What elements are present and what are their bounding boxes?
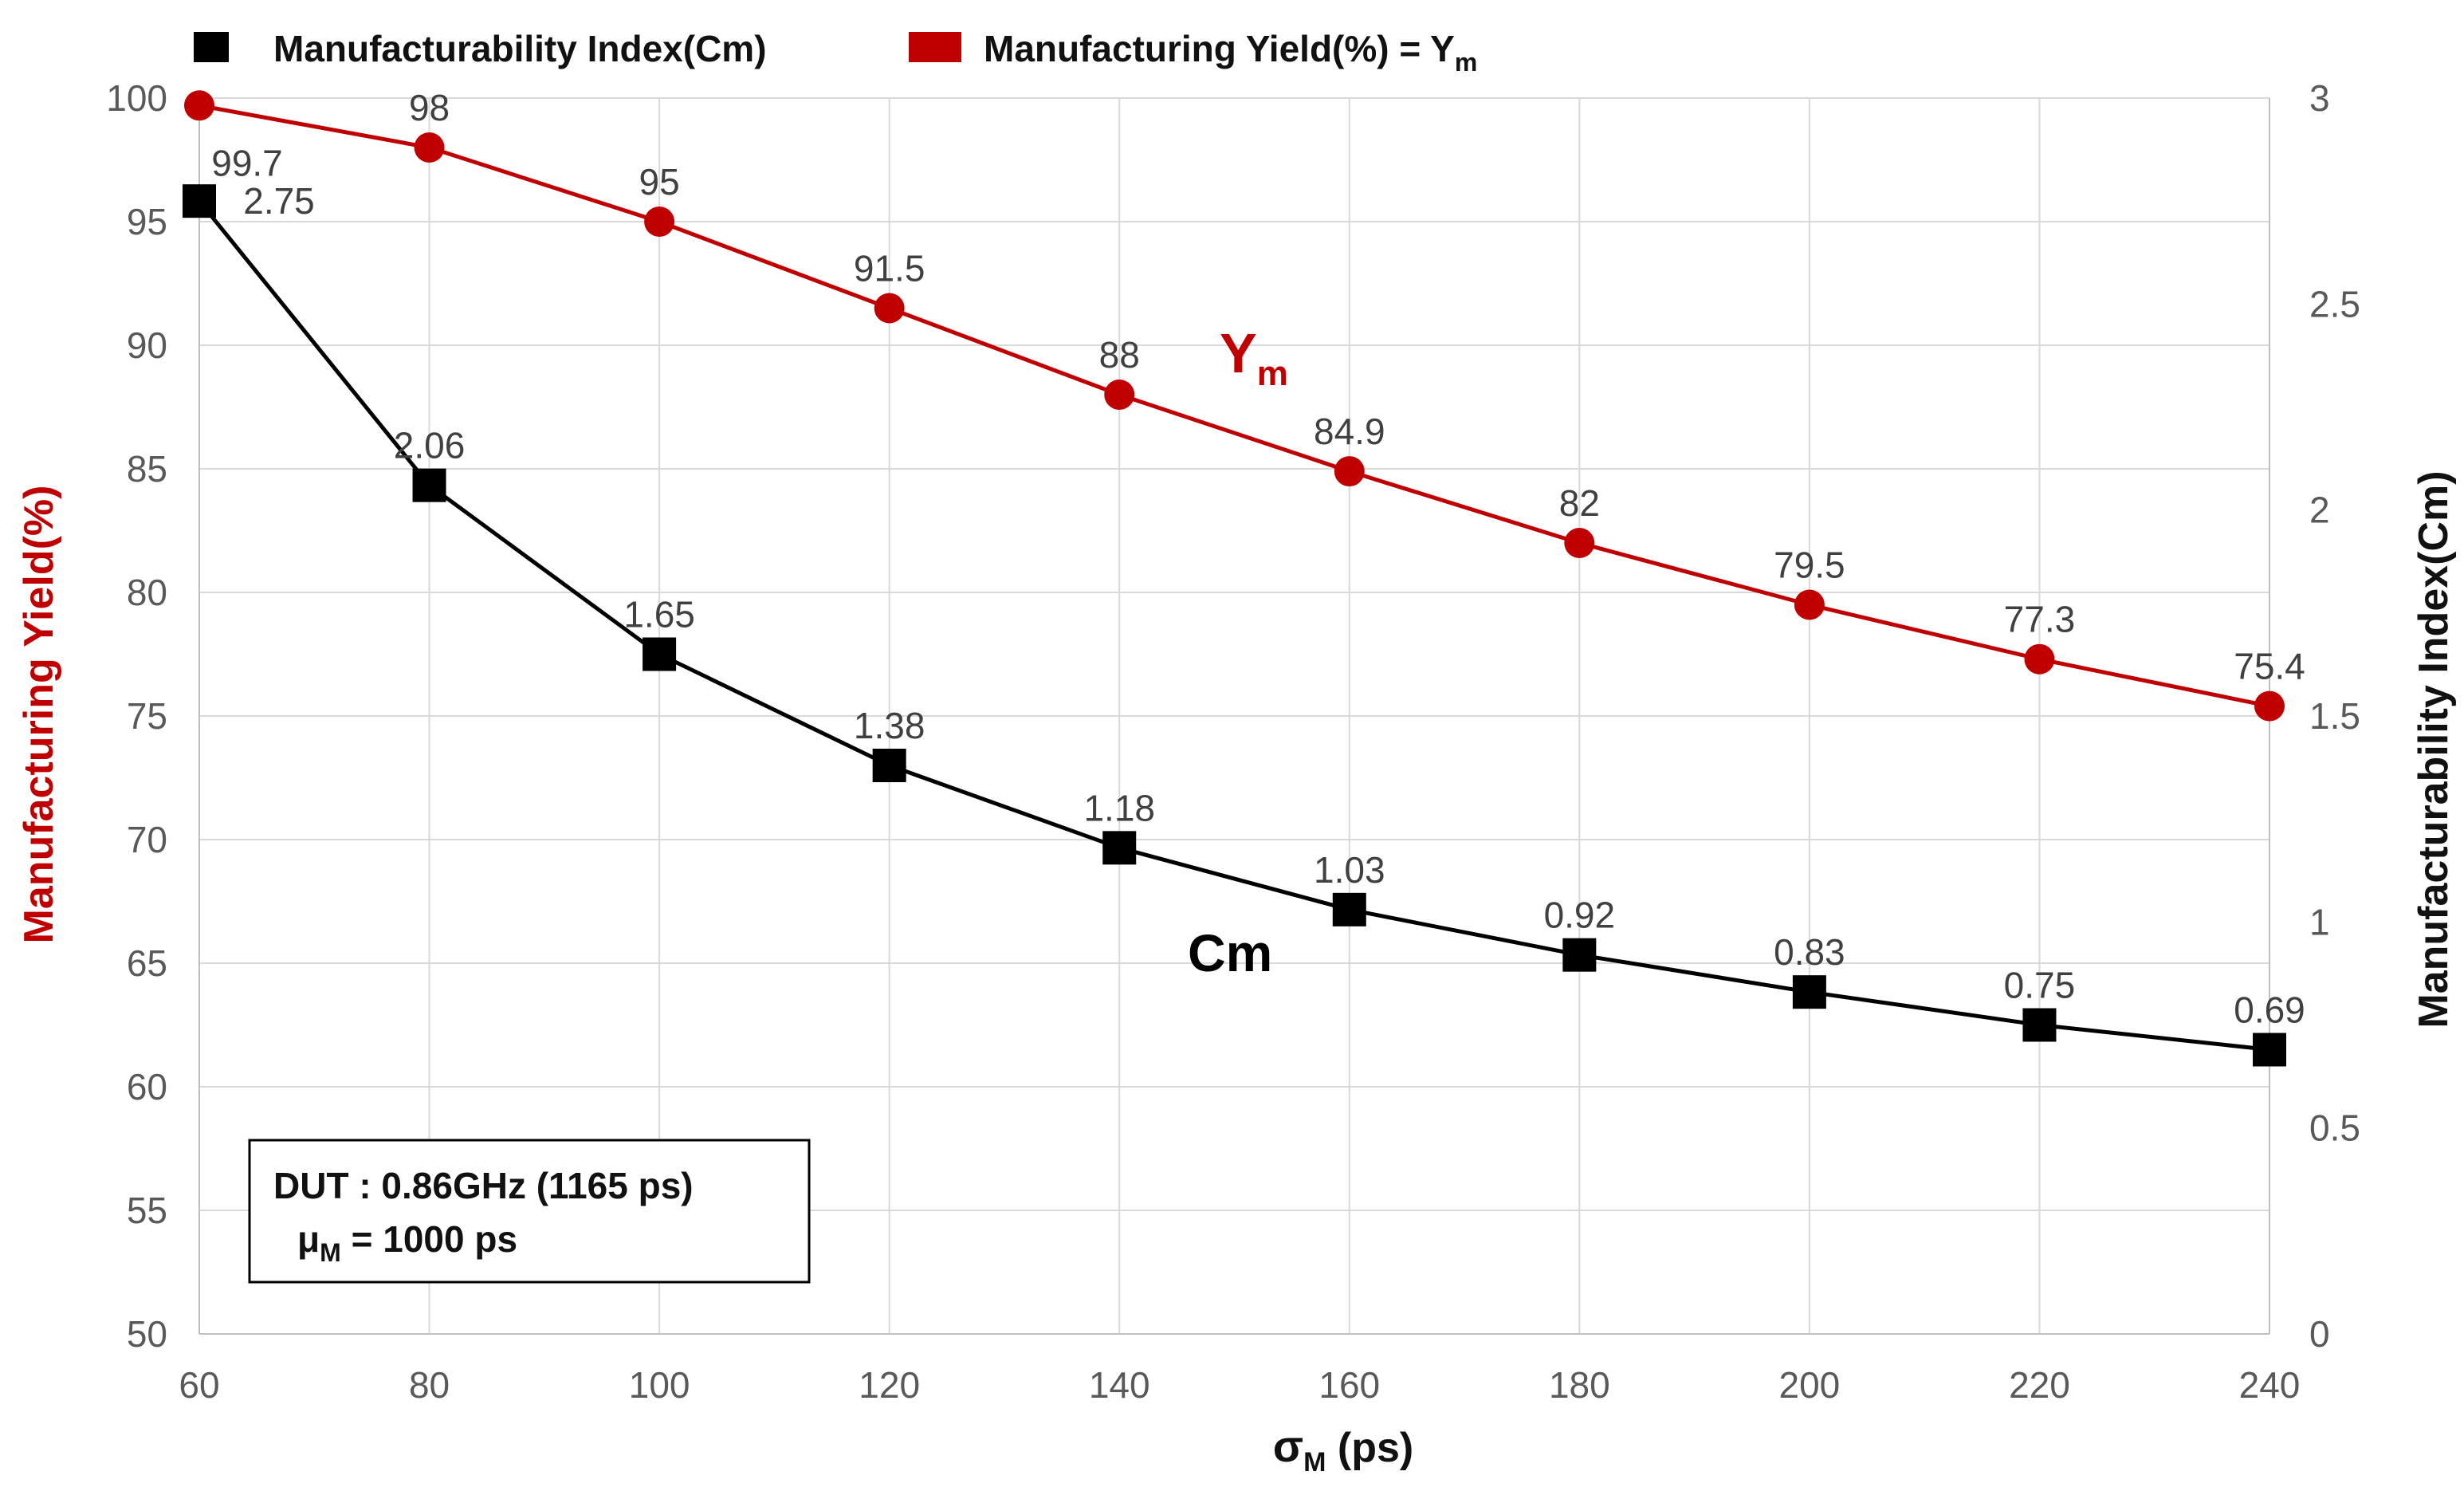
index-data-label: 0.83 [1774,931,1845,973]
series-index-line [198,199,2270,1052]
y-left-tick-label: 65 [127,942,167,984]
dut-info-line1: DUT : 0.86GHz (1165 ps) [273,1165,694,1206]
index-point [183,184,216,218]
y-right-tick-label: 1 [2309,901,2330,942]
y-left-axis-title: Manufacturing Yield(%) [16,486,62,944]
legend-label-ym-main: Manufacturing Yield(%) = Y [984,28,1455,69]
y-left-tick-label: 95 [127,201,167,242]
x-tick-label: 160 [1318,1364,1380,1406]
index-data-label: 2.75 [243,180,315,222]
yield-point [414,132,445,163]
x-tick-label: 240 [2239,1364,2301,1406]
y-right-tick-label: 2.5 [2309,283,2360,325]
annotation-ym-sub: m [1257,354,1288,393]
y-left-tick-label: 85 [127,448,167,490]
y-left-tick-label: 60 [127,1066,167,1107]
index-point [1332,892,1366,926]
index-data-label: 0.69 [2234,989,2305,1031]
yield-data-label: 79.5 [1774,545,1845,586]
x-tick-label: 200 [1779,1364,1841,1406]
y-right-axis-title: Manufacturability Index(Cm) [2411,470,2457,1028]
data-labels: 99.7 98 95 91.5 88 84.9 82 79.5 77.3 75.4 2.75 2.06… [211,87,2305,1031]
yield-data-label: 84.9 [1314,411,1385,452]
yield-data-label: 99.7 [211,142,283,183]
index-data-label: 0.92 [1544,895,1616,936]
x-tick-label: 180 [1549,1364,1610,1406]
dut-info-box: DUT : 0.86GHz (1165 ps) μM = 1000 ps [248,1139,811,1284]
yield-point [1104,380,1135,410]
index-point [412,468,446,502]
series-yield-line [198,103,2270,709]
yield-point [2024,643,2055,675]
index-point [872,749,906,782]
yield-point [644,207,675,237]
y-left-tick-label: 90 [127,325,167,366]
yield-point [874,293,905,324]
y-left-tick-label: 100 [106,77,167,119]
index-data-label: 0.75 [2004,965,2076,1006]
x-tick-label: 80 [409,1364,450,1406]
y-right-tick-label: 1.5 [2309,695,2360,737]
x-tick-label: 120 [859,1364,920,1406]
index-point [1562,938,1597,972]
index-data-label: 1.65 [623,594,695,635]
yield-data-label: 82 [1559,482,1600,524]
y-left-tick-label: 75 [127,695,167,737]
yield-data-label: 91.5 [854,248,925,289]
x-axis-title: σM (ps) [1273,1421,1413,1477]
y-right-tick-label: 0.5 [2309,1107,2360,1149]
legend-swatch-ym [909,32,961,62]
x-axis-title-tail: (ps) [1326,1425,1413,1471]
dut-info-line2: μM = 1000 ps [297,1218,517,1267]
yield-data-label: 95 [639,161,680,203]
yield-point [1334,456,1365,487]
index-point [1792,975,1826,1009]
x-tick-label: 140 [1089,1364,1150,1406]
y-left-tick-label: 80 [127,572,167,613]
yield-point [2254,690,2285,722]
y-left-tick-label: 50 [127,1313,167,1355]
x-tick-label: 220 [2009,1364,2070,1406]
index-point [2022,1008,2057,1042]
index-data-label: 1.03 [1314,849,1385,891]
dut-info-mu: μ [297,1218,320,1260]
x-axis-title-main: σ [1273,1421,1303,1471]
yield-data-label: 98 [409,87,450,128]
x-tick-label: 60 [179,1364,219,1406]
yield-point [184,90,214,121]
index-data-label: 1.38 [854,705,925,746]
legend-label-ym: Manufacturing Yield(%) = Ym [984,28,1477,77]
y-right-tick-label: 3 [2309,77,2330,119]
series-yield [184,90,2285,722]
index-point [643,637,677,671]
x-axis-title-sub: M [1303,1447,1326,1477]
dut-info-frame [248,1139,811,1284]
y-right-tick-label: 2 [2309,490,2330,531]
yield-data-label: 75.4 [2234,646,2305,687]
y-left-tick-label: 55 [127,1190,167,1231]
x-tick-label: 100 [629,1364,690,1406]
series-index [183,184,2286,1067]
legend-label-ym-sub: m [1455,48,1477,77]
y-left-tick-label: 70 [127,819,167,860]
legend-label-cm: Manufacturability Index(Cm) [273,28,767,69]
legend-swatch-cm [194,32,229,62]
y-right-tick-label: 0 [2309,1313,2330,1355]
yield-data-label: 88 [1099,334,1140,376]
yield-point [1794,589,1825,620]
annotation-ym: Ym [1220,322,1288,393]
index-point [1102,831,1137,865]
dut-info-mu-sub: M [320,1238,341,1267]
index-data-label: 2.06 [394,425,466,466]
annotation-ym-main: Y [1220,322,1257,384]
annotation-cm: Cm [1188,923,1272,982]
legend: Manufacturability Index(Cm) Manufacturin… [194,28,1477,77]
yield-data-label: 77.3 [2004,599,2076,640]
index-data-label: 1.18 [1083,787,1155,828]
index-point [2253,1033,2286,1067]
dut-info-value: = 1000 ps [341,1218,517,1260]
yield-point [1564,528,1595,558]
